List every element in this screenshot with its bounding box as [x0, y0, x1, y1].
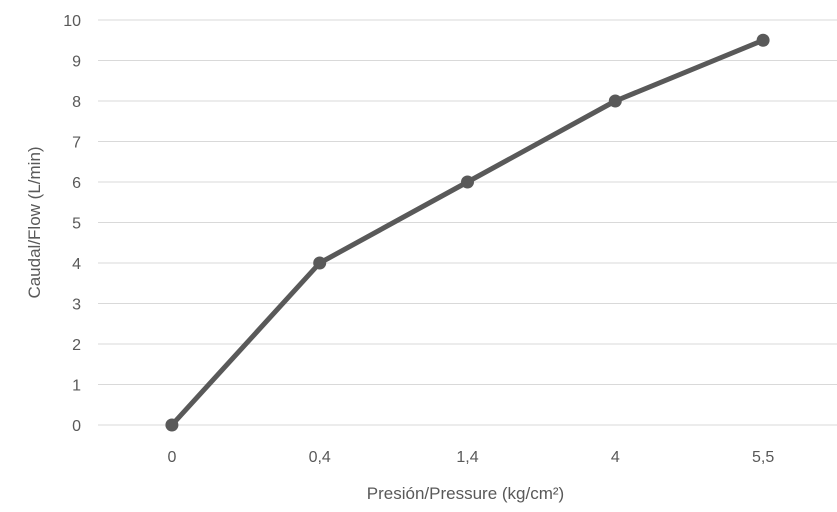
- x-tick-label: 0: [167, 449, 176, 466]
- x-tick-label: 1,4: [456, 449, 478, 466]
- data-point-5,5: [756, 33, 770, 47]
- x-tick-label: 0,4: [309, 449, 331, 466]
- x-tick-label: 5,5: [752, 449, 774, 466]
- y-tick-labels: 0 1 2 3 4 5 6 7 8 9 10: [63, 13, 81, 435]
- data-point-0: [165, 418, 179, 432]
- x-tick-label: 4: [611, 449, 620, 466]
- gridlines: [98, 19, 837, 426]
- y-tick-label: 3: [72, 297, 81, 314]
- x-axis-title: Presión/Pressure (kg/cm²): [367, 484, 564, 503]
- series-line: [170, 37, 765, 427]
- data-point-1,4: [461, 175, 474, 189]
- y-tick-label: 2: [72, 337, 81, 354]
- y-tick-label: 5: [72, 216, 81, 233]
- x-tick-labels: 0 0,4 1,4 4 5,5: [167, 449, 774, 466]
- y-tick-label: 8: [72, 94, 81, 111]
- data-point-4: [608, 94, 622, 108]
- series-group: [165, 33, 770, 432]
- y-tick-label: 4: [72, 256, 81, 273]
- y-tick-label: 1: [72, 378, 81, 395]
- y-tick-label: 6: [72, 175, 81, 192]
- data-point-0,4: [313, 256, 327, 270]
- y-tick-label: 0: [72, 418, 81, 435]
- y-tick-label: 10: [63, 13, 81, 30]
- y-axis-title: Caudal/Flow (L/min): [25, 146, 44, 298]
- y-tick-label: 9: [72, 54, 81, 71]
- y-tick-label: 7: [72, 135, 81, 152]
